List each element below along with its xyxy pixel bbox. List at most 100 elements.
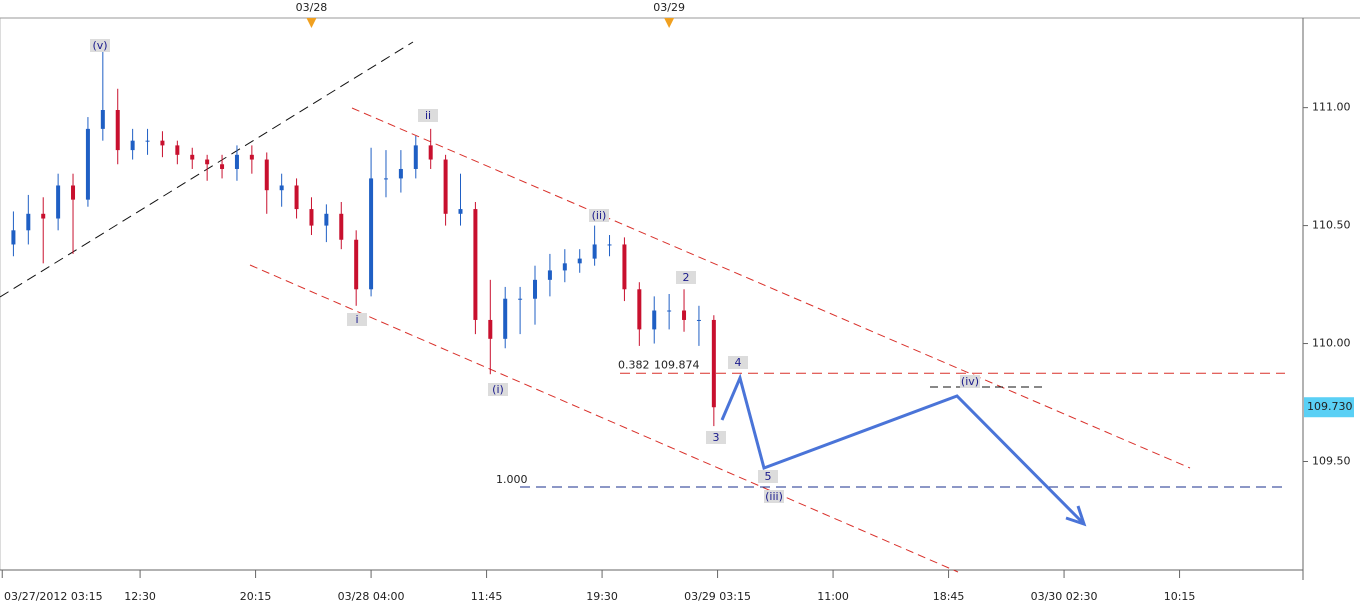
wave-label-box — [418, 109, 438, 122]
wave-label: i — [355, 313, 358, 326]
x-tick-label: 03/30 02:30 — [1031, 590, 1098, 603]
plot-area — [0, 17, 1304, 571]
fib-ratio: 1.000 — [496, 473, 528, 486]
candle-body — [458, 209, 463, 214]
y-tick-label: 110.00 — [1312, 337, 1351, 350]
candle-body — [622, 244, 627, 290]
wave-label: ii — [425, 109, 431, 122]
day-marker-label: 03/28 — [296, 1, 328, 14]
channel-upper — [351, 107, 1191, 469]
projection-arrowhead — [1065, 505, 1087, 527]
wave-label: 3 — [713, 431, 720, 444]
candle-body — [175, 145, 180, 155]
candle-body — [115, 110, 120, 151]
wave-label-box — [347, 313, 367, 326]
wave-label: (ii) — [592, 209, 607, 222]
wave-label: 2 — [683, 271, 690, 284]
candle-body — [279, 185, 284, 191]
candle-body — [130, 140, 135, 151]
wave-label: 5 — [765, 470, 772, 483]
last-price-label: 109.730 — [1307, 400, 1353, 413]
y-tick-label: 111.00 — [1312, 101, 1351, 114]
x-tick-label: 03/29 03:15 — [684, 590, 751, 603]
candle-body — [309, 209, 314, 226]
wave-label-box — [589, 209, 609, 222]
candle-body — [682, 310, 687, 320]
candle-body — [85, 128, 90, 200]
trendline — [0, 41, 414, 298]
candle-body — [71, 185, 76, 200]
candle-body — [711, 319, 716, 408]
wave-label: (v) — [92, 39, 107, 52]
candle-body — [503, 298, 508, 339]
candle-body — [652, 310, 657, 330]
candle-body — [26, 213, 31, 231]
candle-body — [533, 279, 538, 299]
y-tick-label: 110.50 — [1312, 219, 1351, 232]
candle-body — [234, 154, 239, 169]
x-tick-label: 11:45 — [471, 590, 503, 603]
candle-body — [518, 298, 523, 300]
wave-label: (iv) — [961, 375, 979, 388]
x-tick-label: 12:30 — [124, 590, 156, 603]
candle-body — [562, 263, 567, 271]
wave-label-box — [758, 470, 778, 483]
wave-label-box — [706, 431, 726, 444]
candle-body — [473, 209, 478, 320]
candle-body — [100, 110, 105, 129]
day-marker — [664, 18, 675, 28]
candle-body — [488, 319, 493, 339]
wave-label-box — [728, 356, 748, 369]
candle-body — [428, 145, 433, 160]
wave-label: 4 — [735, 356, 742, 369]
wave-label-box — [488, 383, 508, 396]
fib-ratio: 0.382 — [618, 358, 650, 371]
candle-body — [577, 258, 582, 264]
wave-label-box — [960, 375, 980, 388]
candle-body — [249, 154, 254, 160]
candle-body — [383, 178, 388, 180]
x-tick-label: 11:00 — [817, 590, 849, 603]
candle-body — [220, 164, 225, 169]
channel-lower — [249, 264, 959, 573]
y-tick-label: 109.50 — [1312, 454, 1351, 467]
candle-body — [696, 319, 701, 321]
candle-body — [190, 154, 195, 160]
x-tick-label: 19:30 — [586, 590, 618, 603]
candle-body — [11, 230, 16, 245]
x-tick-label: 03/27/2012 03:15 — [4, 590, 103, 603]
candle-body — [607, 244, 612, 246]
candle-body — [339, 213, 344, 240]
wave-label-box — [90, 39, 110, 52]
candle-body — [324, 213, 329, 226]
fib-price: 109.874 — [654, 358, 700, 371]
projection-path — [720, 373, 1084, 524]
candle-body — [264, 159, 269, 191]
day-marker-label: 03/29 — [653, 1, 685, 14]
candle-body — [443, 159, 448, 214]
candle-body — [160, 140, 165, 146]
x-tick-label: 20:15 — [240, 590, 272, 603]
x-tick-label: 03/28 04:00 — [338, 590, 405, 603]
wave-label-box — [764, 490, 784, 503]
candle-body — [369, 178, 374, 290]
candle-body — [294, 185, 299, 210]
wave-label: (i) — [492, 383, 504, 396]
candle-body — [41, 213, 46, 219]
candle-body — [547, 270, 552, 280]
candle-body — [145, 140, 150, 142]
candle-body — [637, 289, 642, 330]
x-tick-label: 10:15 — [1164, 590, 1196, 603]
wave-label: (iii) — [765, 490, 783, 503]
candle-body — [56, 185, 61, 219]
last-price-box — [1304, 397, 1354, 418]
candle-body — [398, 168, 403, 179]
candle-body — [667, 310, 672, 312]
wave-label-box — [676, 271, 696, 284]
candle-body — [413, 145, 418, 169]
x-tick-label: 18:45 — [933, 590, 965, 603]
day-marker — [306, 18, 317, 28]
candle-body — [592, 244, 597, 259]
candle-body — [354, 239, 359, 290]
